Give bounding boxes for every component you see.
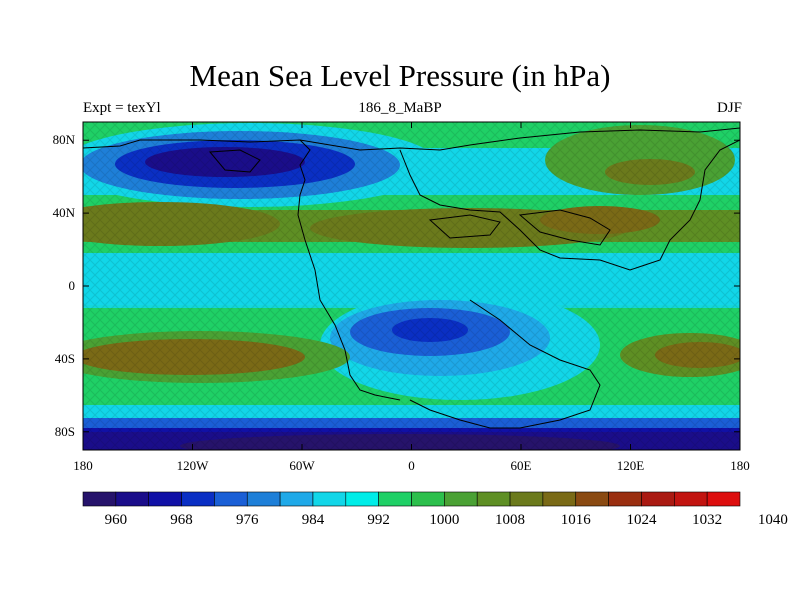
colorbar-label: 968: [170, 512, 193, 528]
lon-label: 60E: [511, 458, 532, 473]
colorbar-label: 1016: [561, 512, 592, 528]
lat-label: 0: [69, 278, 76, 293]
lat-label: 80N: [53, 132, 76, 147]
colorbar-label: 976: [236, 512, 259, 528]
lon-label: 0: [408, 458, 415, 473]
lon-label: 120E: [617, 458, 645, 473]
colorbar-swatch: [444, 491, 478, 507]
lat-label: 40S: [55, 351, 75, 366]
left-string: Expt = texYl: [83, 100, 161, 116]
lon-label: 60W: [289, 458, 315, 473]
center-string: 186_8_MaBP: [358, 100, 442, 116]
colorbar-swatch: [641, 491, 675, 507]
colorbar-label: 984: [302, 512, 325, 528]
colorbar-swatch: [214, 491, 248, 507]
colorbar-swatch: [476, 491, 511, 507]
pressure-field: [83, 122, 740, 450]
colorbar-label: 960: [105, 512, 128, 528]
colorbar-label: 1032: [692, 512, 722, 528]
colorbar-swatch: [246, 491, 281, 507]
colorbar-swatch: [608, 491, 642, 507]
colorbar-swatch: [706, 491, 741, 507]
colorbar-swatch: [115, 491, 149, 507]
colorbar: 960 968 976 984 992 1000 1008 1016 1024 1032 1040: [82, 491, 788, 528]
colorbar-swatch: [82, 491, 117, 507]
colorbar-swatch: [181, 491, 215, 507]
colorbar-swatch: [279, 491, 314, 507]
colorbar-label: 992: [367, 512, 390, 528]
coastlines: [83, 127, 740, 429]
colorbar-swatch: [673, 491, 708, 507]
lon-label: 120W: [177, 458, 210, 473]
colorbar-label: 1024: [626, 512, 657, 528]
lon-label: 180: [730, 458, 750, 473]
colorbar-swatch: [509, 491, 544, 507]
colorbar-swatch: [542, 491, 577, 507]
colorbar-label: 1008: [495, 512, 525, 528]
colorbar-label: 1040: [758, 512, 788, 528]
lat-label: 80S: [55, 424, 75, 439]
right-string: DJF: [716, 100, 742, 116]
colorbar-swatch: [345, 491, 379, 507]
colorbar-swatch: [411, 491, 445, 507]
colorbar-swatch: [312, 491, 347, 507]
axis-labels: 80N 40N 0 40S 80S 180 120W 60W 0 60E 120E 180: [53, 122, 750, 473]
colorbar-swatch: [575, 491, 609, 507]
lon-label: 180: [73, 458, 93, 473]
plot-title: Mean Sea Level Pressure (in hPa): [189, 58, 611, 93]
colorbar-label: 1000: [429, 512, 459, 528]
colorbar-swatch: [378, 491, 412, 507]
colorbar-swatch: [148, 491, 182, 507]
lat-label: 40N: [53, 205, 76, 220]
